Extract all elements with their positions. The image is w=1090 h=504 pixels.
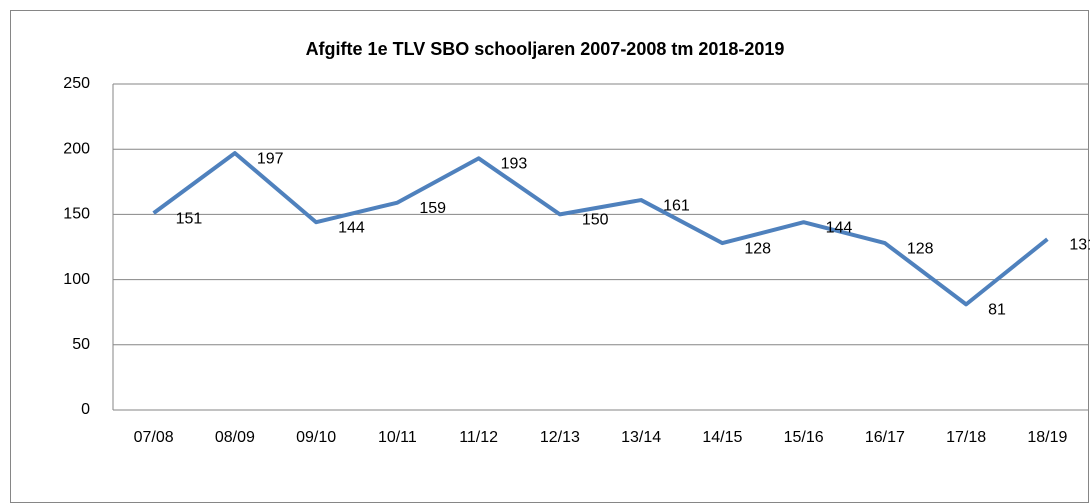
data-label: 150: [582, 212, 609, 229]
chart-border: [10, 10, 1089, 503]
data-label: 197: [257, 150, 284, 167]
data-label: 161: [663, 197, 690, 214]
x-tick-label: 07/08: [134, 429, 174, 446]
data-label: 193: [501, 156, 528, 173]
y-tick-label: 0: [81, 401, 90, 418]
data-label: 151: [176, 210, 203, 227]
x-tick-label: 14/15: [702, 429, 742, 446]
data-line: [152, 151, 1049, 307]
x-tick-label: 08/09: [215, 429, 255, 446]
y-tick-label: 50: [72, 336, 90, 353]
data-label: 81: [988, 302, 1006, 319]
y-tick-label: 100: [63, 271, 90, 288]
data-label: 128: [744, 240, 771, 257]
data-label: 128: [907, 240, 934, 257]
y-tick-label: 200: [63, 140, 90, 157]
y-tick-label: 250: [63, 75, 90, 92]
x-tick-label: 12/13: [540, 429, 580, 446]
x-tick-label: 13/14: [621, 429, 661, 446]
x-tick-label: 10/11: [378, 429, 417, 446]
data-label: 144: [338, 219, 365, 236]
x-tick-label: 17/18: [946, 429, 986, 446]
x-tick-label: 09/10: [296, 429, 336, 446]
x-tick-label: 11/12: [459, 429, 498, 446]
data-label: 159: [419, 200, 446, 217]
x-tick-label: 18/19: [1027, 429, 1067, 446]
chart-title: Afgifte 1e TLV SBO schooljaren 2007-2008…: [306, 39, 785, 59]
data-label: 144: [826, 219, 853, 236]
data-label: 131: [1069, 236, 1090, 253]
x-tick-label: 15/16: [784, 429, 824, 446]
y-tick-label: 150: [63, 206, 90, 223]
x-tick-label: 16/17: [865, 429, 905, 446]
